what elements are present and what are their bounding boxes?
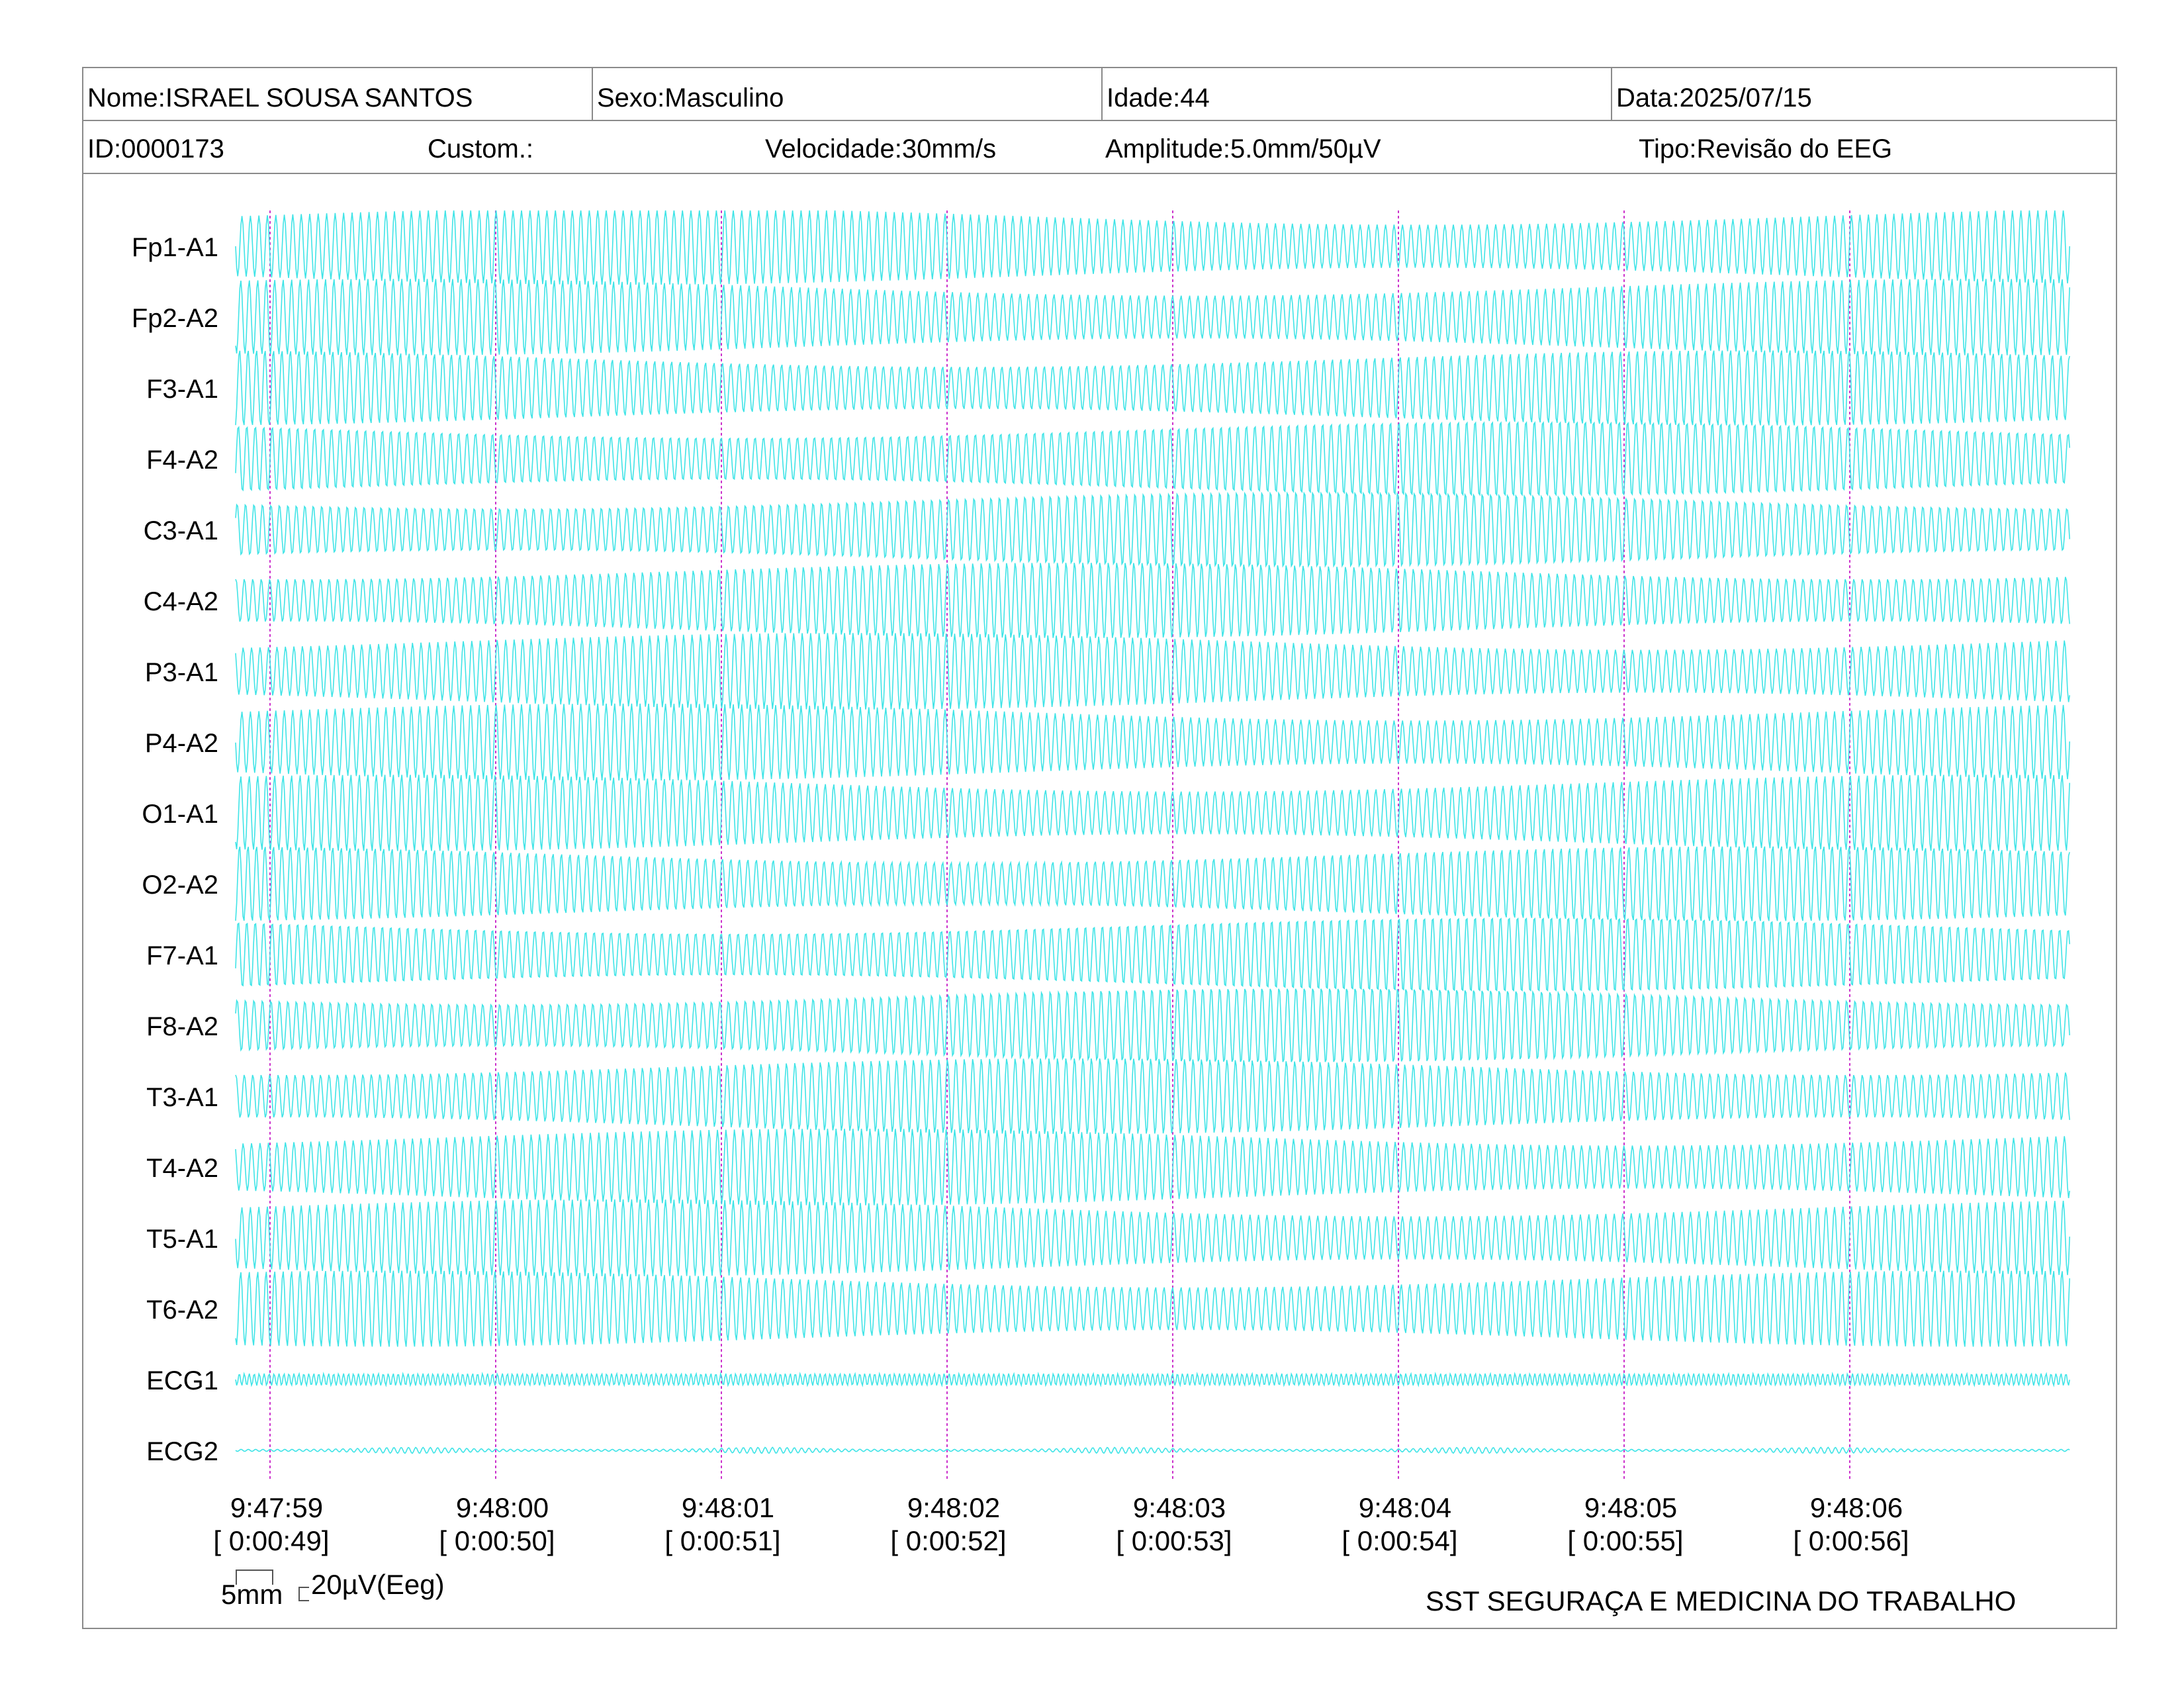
channel-trace: [235, 1270, 2070, 1347]
channel-label: F3-A1: [146, 375, 218, 404]
channel-label: F4-A2: [146, 445, 218, 475]
channel-label: T4-A2: [146, 1154, 218, 1183]
time-tick-clock: 9:48:02: [907, 1492, 1000, 1523]
channel-trace: [235, 633, 2070, 710]
time-tick-clock: 9:48:03: [1133, 1492, 1226, 1523]
channel-trace: [235, 210, 2070, 285]
channel-label: Fp2-A2: [132, 304, 218, 333]
time-tick-clock: 9:47:59: [230, 1492, 323, 1523]
time-tick-elapsed: [ 0:00:51]: [664, 1525, 780, 1556]
time-tick-elapsed: [ 0:00:55]: [1567, 1525, 1683, 1556]
channel-trace: [235, 1058, 2070, 1135]
channel-trace: [235, 421, 2070, 496]
time-tick-elapsed: [ 0:00:56]: [1793, 1525, 1909, 1556]
time-tick-clock: 9:48:04: [1359, 1492, 1451, 1523]
channel-label: O1-A1: [142, 800, 218, 829]
channel-trace: [235, 1199, 2070, 1277]
channel-label: F8-A2: [146, 1012, 218, 1041]
record-id: ID:0000173: [87, 134, 224, 164]
channel-label: ECG1: [146, 1366, 218, 1395]
patient-age: Idade:44: [1101, 68, 1611, 120]
channel-trace: [235, 279, 2070, 355]
recording-info-row: ID:0000173 Custom.: Velocidade:30mm/s Am…: [83, 121, 2116, 174]
time-tick-elapsed: [ 0:00:54]: [1342, 1525, 1457, 1556]
review-type: Tipo:Revisão do EEG: [1639, 134, 1893, 164]
channel-label: C4-A2: [144, 587, 218, 616]
time-tick-elapsed: [ 0:00:53]: [1116, 1525, 1232, 1556]
channel-label: P3-A1: [145, 658, 218, 687]
channel-trace: [235, 1372, 2070, 1387]
channel-label: T5-A1: [146, 1225, 218, 1254]
channel-trace: [235, 774, 2070, 851]
patient-sex: Sexo:Masculino: [592, 68, 1101, 120]
channel-label: C3-A1: [144, 516, 218, 545]
channel-trace: [235, 1129, 2070, 1205]
custom-field: Custom.:: [428, 134, 534, 164]
channel-trace: [235, 703, 2070, 781]
channel-trace: [235, 846, 2070, 921]
scale-amplitude-label: 20µV(Eeg): [311, 1569, 445, 1600]
time-tick-elapsed: [ 0:00:49]: [213, 1525, 329, 1556]
eeg-traces: [235, 210, 2070, 1454]
time-tick-elapsed: [ 0:00:50]: [439, 1525, 555, 1556]
amplitude-setting: Amplitude:5.0mm/50µV: [1105, 134, 1381, 164]
channel-label: Fp1-A1: [132, 233, 218, 262]
channel-trace: [235, 350, 2070, 426]
channel-trace: [235, 917, 2070, 992]
channel-label: ECG2: [146, 1437, 218, 1466]
report-frame: Nome:ISRAEL SOUSA SANTOS Sexo:Masculino …: [82, 67, 2117, 1629]
scale-time-label: 5mm: [221, 1579, 283, 1610]
organization-name: SST SEGURAÇA E MEDICINA DO TRABALHO: [1426, 1585, 2017, 1617]
channel-label: T3-A1: [146, 1083, 218, 1112]
record-date: Data:2025/07/15: [1611, 68, 2117, 120]
time-tick-clock: 9:48:01: [682, 1492, 774, 1523]
channel-trace: [235, 491, 2070, 568]
patient-info-row: Nome:ISRAEL SOUSA SANTOS Sexo:Masculino …: [83, 68, 2116, 121]
patient-name: Nome:ISRAEL SOUSA SANTOS: [87, 83, 473, 113]
channel-trace: [235, 1446, 2070, 1454]
time-tick-labels: 9:47:59[ 0:00:49] 9:48:00[ 0:00:50] 9:48:0…: [213, 1492, 1909, 1556]
channel-label: T6-A2: [146, 1295, 218, 1325]
channel-label: F7-A1: [146, 941, 218, 970]
time-tick-clock: 9:48:05: [1584, 1492, 1677, 1523]
channel-label: O2-A2: [142, 870, 218, 900]
scale-bar: [236, 1570, 309, 1601]
time-tick-elapsed: [ 0:00:52]: [890, 1525, 1006, 1556]
channel-trace: [235, 988, 2070, 1062]
time-tick-clock: 9:48:00: [456, 1492, 549, 1523]
channel-label: P4-A2: [145, 729, 218, 758]
paper-speed: Velocidade:30mm/s: [765, 134, 997, 164]
channel-trace: [235, 563, 2070, 638]
channel-labels: Fp1-A1 Fp2-A2 F3-A1 F4-A2 C3-A1 C4-A2 P3-A1 P4-…: [132, 233, 218, 1466]
time-tick-clock: 9:48:06: [1810, 1492, 1903, 1523]
